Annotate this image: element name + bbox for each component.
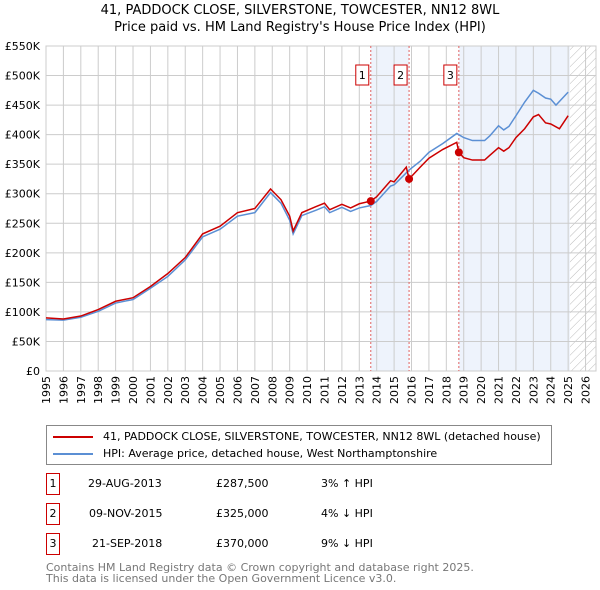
legend-label: 41, PADDOCK CLOSE, SILVERSTONE, TOWCESTE… bbox=[103, 430, 541, 443]
y-tick-label: £500K bbox=[5, 70, 41, 83]
x-tick-label: 2019 bbox=[458, 376, 471, 404]
y-tick-label: £250K bbox=[5, 217, 41, 230]
price: £287,500 bbox=[216, 477, 269, 490]
date: 09-NOV-2015 bbox=[89, 507, 163, 520]
y-tick-label: £50K bbox=[12, 335, 41, 348]
x-tick-label: 2004 bbox=[197, 376, 210, 404]
x-tick-label: 2020 bbox=[475, 376, 488, 404]
plot-frame bbox=[45, 45, 597, 372]
legend-item-hpi: HPI: Average price, detached house, West… bbox=[53, 445, 541, 462]
x-tick-label: 2016 bbox=[406, 376, 419, 404]
marker-number: 1 bbox=[46, 473, 60, 495]
sale-label: 3 bbox=[447, 69, 454, 82]
copyright-line: Contains HM Land Registry data © Crown c… bbox=[46, 561, 474, 574]
x-tick-label: 2012 bbox=[336, 376, 349, 404]
sale-label-box bbox=[393, 64, 408, 86]
marker-number: 3 bbox=[46, 533, 60, 555]
price: £325,000 bbox=[216, 507, 269, 520]
y-tick-label: £350K bbox=[5, 158, 41, 171]
hpi-series-line bbox=[45, 89, 569, 321]
hpi-diff: 4% ↓ HPI bbox=[321, 507, 373, 520]
y-tick-label: £200K bbox=[5, 247, 41, 260]
x-tick-label: 2005 bbox=[214, 376, 227, 404]
x-tick-label: 1997 bbox=[75, 376, 88, 404]
title-line: 41, PADDOCK CLOSE, SILVERSTONE, TOWCESTE… bbox=[100, 3, 500, 18]
y-tick-label: £300K bbox=[5, 188, 41, 201]
x-tick-label: 1998 bbox=[92, 376, 105, 404]
y-tick-label: £150K bbox=[5, 276, 41, 289]
transaction-row: 2 09-NOV-2015 £325,000 4% ↓ HPI bbox=[46, 503, 546, 525]
sale-label-box bbox=[443, 64, 458, 86]
x-tick-label: 2009 bbox=[284, 376, 297, 404]
transaction-row: 3 21-SEP-2018 £370,000 9% ↓ HPI bbox=[46, 533, 546, 555]
hpi-diff: 9% ↓ HPI bbox=[321, 537, 373, 550]
x-tick-label: 2023 bbox=[527, 376, 540, 404]
x-tick-label: 2021 bbox=[493, 376, 506, 404]
legend-item-property: 41, PADDOCK CLOSE, SILVERSTONE, TOWCESTE… bbox=[53, 428, 541, 445]
red-line-swatch bbox=[53, 435, 93, 438]
date: 21-SEP-2018 bbox=[92, 537, 163, 550]
x-tick-label: 2014 bbox=[371, 376, 384, 404]
x-tick-label: 2017 bbox=[423, 376, 436, 404]
y-tick-label: £400K bbox=[5, 129, 41, 142]
sale-point bbox=[366, 197, 375, 206]
x-tick-label: 2018 bbox=[440, 376, 453, 404]
x-tick-label: 1995 bbox=[40, 376, 53, 404]
sale-label: 2 bbox=[397, 69, 404, 82]
x-tick-label: 2000 bbox=[127, 376, 140, 404]
x-tick-label: 2025 bbox=[562, 376, 575, 404]
price: £370,000 bbox=[216, 537, 269, 550]
x-tick-label: 2013 bbox=[353, 376, 366, 404]
x-tick-label: 2008 bbox=[266, 376, 279, 404]
x-tick-label: 2015 bbox=[388, 376, 401, 404]
x-tick-label: 2006 bbox=[231, 376, 244, 404]
x-tick-label: 2001 bbox=[144, 376, 157, 404]
sale-point bbox=[454, 148, 463, 157]
legend-label: HPI: Average price, detached house, West… bbox=[103, 447, 438, 460]
blue-line-swatch bbox=[53, 452, 93, 455]
x-tick-label: 2002 bbox=[162, 376, 175, 404]
forecast-hatch bbox=[569, 46, 596, 371]
y-tick-label: £0 bbox=[26, 365, 40, 378]
transaction-row: 1 29-AUG-2013 £287,500 3% ↑ HPI bbox=[46, 473, 546, 495]
x-tick-label: 2026 bbox=[580, 376, 593, 404]
date: 29-AUG-2013 bbox=[88, 477, 162, 490]
subtitle-line: Price paid vs. HM Land Registry's House … bbox=[114, 20, 486, 35]
x-tick-label: 2007 bbox=[249, 376, 262, 404]
sale-label: 1 bbox=[359, 69, 366, 82]
price-chart: 1995 1996 1997 1998 1999 2000 2001 2002 2003 2004… bbox=[5, 40, 597, 404]
x-tick-label: 2003 bbox=[179, 376, 192, 404]
x-tick-label: 1999 bbox=[110, 376, 123, 404]
shaded-range bbox=[458, 46, 570, 371]
marker-number: 2 bbox=[46, 503, 60, 525]
x-tick-label: 2011 bbox=[318, 376, 331, 404]
x-tick-label: 2022 bbox=[510, 376, 523, 404]
sale-label-box bbox=[355, 64, 370, 86]
hpi-diff: 3% ↑ HPI bbox=[321, 477, 373, 490]
x-tick-label: 2024 bbox=[545, 376, 558, 404]
x-tick-label: 2010 bbox=[301, 376, 314, 404]
y-tick-label: £100K bbox=[5, 306, 41, 319]
y-tick-label: £550K bbox=[5, 40, 41, 53]
x-tick-label: 1996 bbox=[57, 376, 70, 404]
attribution: Contains HM Land Registry data © Crown c… bbox=[46, 562, 474, 584]
sale-point bbox=[405, 174, 414, 183]
y-tick-label: £450K bbox=[5, 99, 41, 112]
chart-title: 41, PADDOCK CLOSE, SILVERSTONE, TOWCESTE… bbox=[0, 2, 600, 36]
legend: 41, PADDOCK CLOSE, SILVERSTONE, TOWCESTE… bbox=[46, 425, 552, 465]
licence-line: This data is licensed under the Open Gov… bbox=[46, 572, 397, 585]
